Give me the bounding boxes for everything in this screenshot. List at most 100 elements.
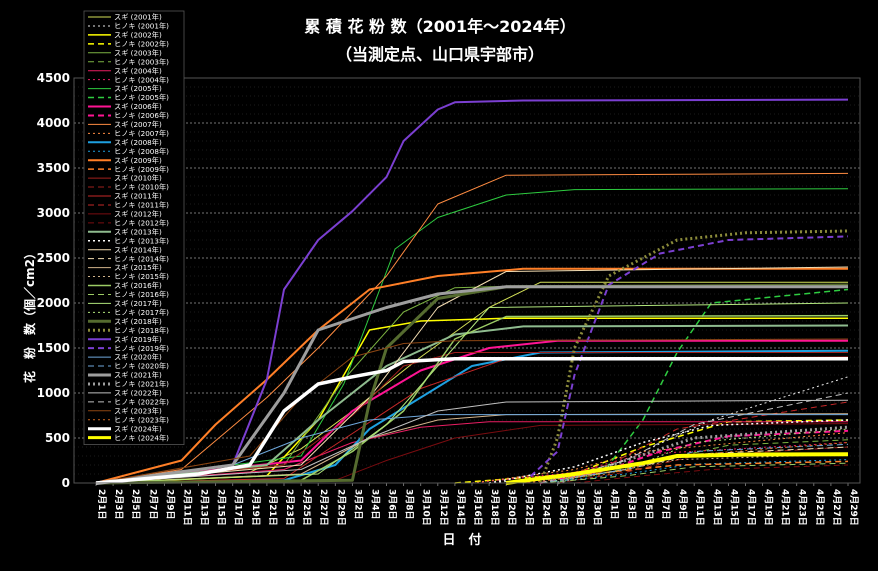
x-tick-label: 4月29日 xyxy=(848,489,859,526)
legend-label: スギ (2007年) xyxy=(114,120,162,129)
series-line xyxy=(522,235,849,484)
x-tick-label: 3月30日 xyxy=(592,489,603,526)
legend-label: ヒノキ (2017年) xyxy=(114,308,169,317)
legend-label: ヒノキ (2022年) xyxy=(114,397,169,406)
x-tick-label: 3月20日 xyxy=(506,489,517,526)
series-line xyxy=(538,229,849,484)
x-tick-label: 4月25日 xyxy=(814,489,825,526)
legend-label: スギ (2020年) xyxy=(114,353,162,362)
y-tick-label: 1000 xyxy=(37,386,70,400)
x-tick-label: 2月5日 xyxy=(130,489,141,520)
legend-label: ヒノキ (2012年) xyxy=(114,218,169,227)
legend-box xyxy=(83,10,185,446)
y-tick-label: 2500 xyxy=(37,251,70,265)
legend-label: ヒノキ (2015年) xyxy=(114,272,169,281)
legend-label: スギ (2024年) xyxy=(114,424,162,433)
series-line xyxy=(95,285,848,485)
legend-label: スギ (2003年) xyxy=(114,48,162,57)
chart-subtitle: （当測定点、山口県宇部市） xyxy=(336,45,544,64)
x-tick-label: 4月23日 xyxy=(797,489,808,526)
legend-label: スギ (2005年) xyxy=(114,84,162,93)
series-line xyxy=(95,399,849,484)
series-line xyxy=(95,338,849,484)
plot-frame xyxy=(73,77,861,484)
legend-label: ヒノキ (2019年) xyxy=(114,344,169,353)
legend-label: スギ (2011年) xyxy=(114,192,162,201)
x-axis: 2月1日 2月3日 2月5日 2月7日 2月9日 2月11日 2月13日 2月15日 2月17日… xyxy=(95,483,859,526)
legend-label: ヒノキ (2011年) xyxy=(114,201,169,210)
x-tick-label: 4月5日 xyxy=(643,489,654,520)
legend: スギ (2001年)ヒノキ (2001年)スギ (2002年)ヒノキ (2002… xyxy=(83,10,185,446)
x-tick-label: 2月27日 xyxy=(318,489,329,526)
legend-label: ヒノキ (2023年) xyxy=(114,415,169,424)
x-tick-label: 2月7日 xyxy=(147,489,158,520)
series-line xyxy=(540,459,849,484)
series-line xyxy=(505,452,849,485)
legend-label: スギ (2015年) xyxy=(114,263,162,272)
legend-label: スギ (2008年) xyxy=(114,138,162,147)
y-axis-label: 花 粉 数（個／cm2） xyxy=(22,247,37,383)
x-tick-label: 4月21日 xyxy=(780,489,791,526)
grid-lines xyxy=(74,77,860,484)
x-tick-label: 2月25日 xyxy=(301,489,312,526)
legend-label: スギ (2023年) xyxy=(114,406,162,415)
y-tick-label: 3500 xyxy=(37,161,70,175)
series-line xyxy=(574,464,849,484)
legend-label: ヒノキ (2020年) xyxy=(114,362,169,371)
series-line xyxy=(95,421,848,484)
legend-label: ヒノキ (2002年) xyxy=(114,39,169,48)
series-line xyxy=(95,324,849,484)
legend-label: ヒノキ (2005年) xyxy=(114,93,169,102)
series-line xyxy=(95,266,849,484)
y-tick-label: 500 xyxy=(45,431,70,445)
legend-label: ヒノキ (2003年) xyxy=(114,57,169,66)
legend-label: スギ (2010年) xyxy=(114,174,162,183)
y-axis: 0 500 1000 1500 2000 2500 3000 3500 4000 4500 xyxy=(37,71,70,490)
x-tick-label: 2月21日 xyxy=(267,489,278,526)
x-tick-label: 3月24日 xyxy=(540,489,551,526)
x-tick-label: 4月15日 xyxy=(728,489,739,526)
legend-label: スギ (2018年) xyxy=(114,317,162,326)
series-line xyxy=(523,453,849,484)
x-axis-label: 日 付 xyxy=(442,532,481,548)
x-tick-label: 3月26日 xyxy=(557,489,568,526)
x-tick-label: 4月13日 xyxy=(711,489,722,526)
x-tick-label: 3月16日 xyxy=(472,489,483,526)
y-tick-label: 3000 xyxy=(37,206,70,220)
y-tick-label: 4000 xyxy=(37,116,70,130)
series-line xyxy=(95,357,848,485)
x-tick-label: 4月19日 xyxy=(763,489,774,526)
legend-label: スギ (2004年) xyxy=(114,66,162,75)
series-line xyxy=(540,429,849,484)
series-line xyxy=(95,172,849,484)
legend-label: ヒノキ (2016年) xyxy=(114,290,169,299)
legend-label: スギ (2006年) xyxy=(114,102,162,111)
series-lines xyxy=(95,98,849,485)
x-tick-label: 4月9日 xyxy=(677,489,688,520)
legend-label: ヒノキ (2021年) xyxy=(114,380,169,389)
legend-label: スギ (2013年) xyxy=(114,227,162,236)
x-tick-label: 4月3日 xyxy=(626,489,637,520)
x-tick-label: 4月1日 xyxy=(609,489,620,520)
x-tick-label: 3月8日 xyxy=(404,489,415,520)
series-line xyxy=(95,98,849,484)
legend-label: スギ (2001年) xyxy=(114,13,162,22)
x-tick-label: 2月11日 xyxy=(181,489,192,526)
x-tick-label: 2月1日 xyxy=(96,489,107,520)
series-line xyxy=(488,419,849,484)
y-tick-label: 0 xyxy=(62,476,70,490)
x-tick-label: 4月11日 xyxy=(694,489,705,526)
legend-label: スギ (2012年) xyxy=(114,210,162,219)
legend-label: ヒノキ (2018年) xyxy=(114,326,169,335)
legend-label: ヒノキ (2014年) xyxy=(114,254,169,263)
x-tick-label: 3月10日 xyxy=(421,489,432,526)
legend-label: スギ (2002年) xyxy=(114,31,162,40)
legend-label: ヒノキ (2006年) xyxy=(114,111,169,120)
legend-label: スギ (2019年) xyxy=(114,335,162,344)
legend-label: スギ (2014年) xyxy=(114,245,162,254)
series-line xyxy=(540,462,849,484)
x-tick-label: 3月2日 xyxy=(352,489,363,520)
legend-label: ヒノキ (2008年) xyxy=(114,147,169,156)
series-line xyxy=(557,446,849,484)
